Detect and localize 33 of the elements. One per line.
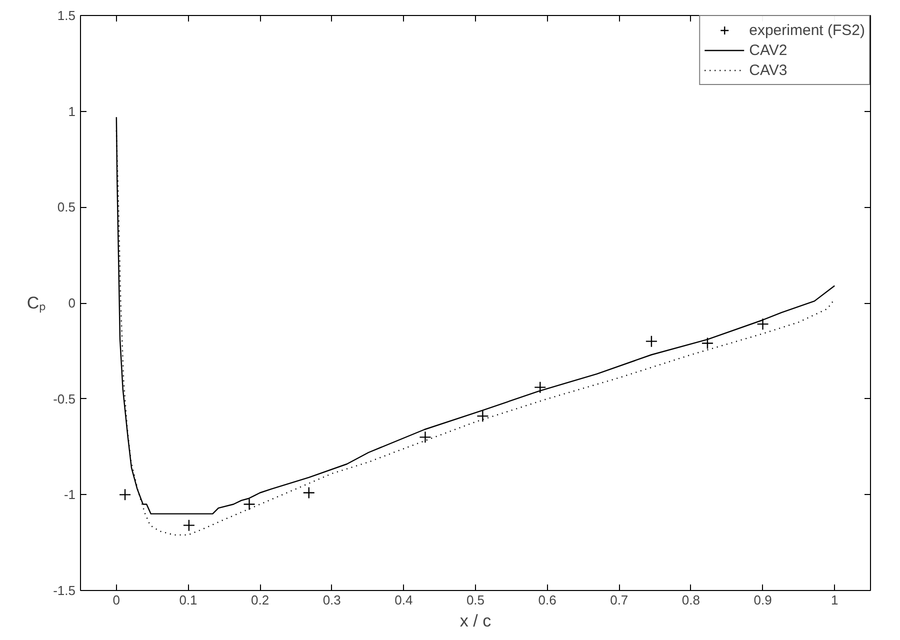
- x-tick-label: 1: [830, 592, 838, 608]
- y-tick-label: -0.5: [53, 391, 76, 406]
- legend-label: experiment (FS2): [749, 22, 865, 38]
- point: [118, 488, 132, 501]
- x-tick-label: 0.3: [322, 592, 341, 608]
- y-tick-label: -1: [64, 487, 76, 502]
- point: [476, 410, 489, 422]
- point: [645, 335, 658, 348]
- x-tick-label: 0: [112, 592, 120, 608]
- y-tick-label: -1.5: [53, 583, 76, 598]
- point: [701, 337, 714, 350]
- x-tick-label: 0.2: [251, 592, 270, 608]
- x-tick-label: 0.9: [754, 592, 772, 608]
- y-axis-title: Cₚ: [26, 294, 46, 314]
- x-tick-label: 0.6: [538, 592, 556, 608]
- y-tick-label: 0.5: [57, 200, 76, 215]
- point: [302, 486, 315, 499]
- legend-label: CAV2: [749, 42, 788, 58]
- legend-label: CAV3: [749, 62, 788, 78]
- point: [419, 431, 432, 444]
- x-tick-label: 0.7: [610, 592, 628, 608]
- x-axis-title: x / c: [460, 612, 492, 630]
- point: [534, 381, 546, 394]
- x-tick-label: 0.8: [682, 592, 700, 608]
- point: [756, 318, 769, 330]
- point: [182, 519, 196, 532]
- x-tick-label: 0.1: [179, 592, 198, 608]
- y-tick-label: 0: [68, 296, 76, 310]
- point: [243, 498, 256, 510]
- y-tick-label: 1.5: [57, 8, 76, 23]
- x-tick-label: 0.4: [394, 592, 413, 608]
- x-tick-label: 0.5: [466, 592, 485, 608]
- y-tick-label: 1: [68, 104, 76, 119]
